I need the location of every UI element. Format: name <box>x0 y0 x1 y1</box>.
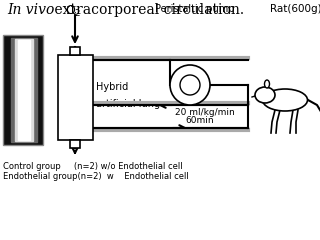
Text: In vivo extracorporeal circulation.: In vivo extracorporeal circulation. <box>7 3 249 17</box>
Text: 60min: 60min <box>185 116 214 125</box>
Bar <box>11 38 37 142</box>
Circle shape <box>180 75 200 95</box>
Bar <box>3 35 43 145</box>
Bar <box>18 40 30 140</box>
Text: Hybrid: Hybrid <box>96 82 128 92</box>
Circle shape <box>170 65 210 105</box>
Text: artificial lung: artificial lung <box>96 99 160 109</box>
Ellipse shape <box>265 80 269 88</box>
Bar <box>70 140 80 148</box>
Text: Peristaltic pump: Peristaltic pump <box>155 4 235 14</box>
Ellipse shape <box>255 87 275 103</box>
Bar <box>58 55 93 140</box>
Text: In vivo: In vivo <box>7 3 54 17</box>
Bar <box>15 39 33 141</box>
Text: extracorporeal circulation.: extracorporeal circulation. <box>50 3 244 17</box>
Text: Rat(600g): Rat(600g) <box>270 4 320 14</box>
Text: Endothelial group(n=2)  w    Endothelial cell: Endothelial group(n=2) w Endothelial cel… <box>3 172 189 181</box>
Ellipse shape <box>262 89 308 111</box>
Text: 20 ml/kg/min: 20 ml/kg/min <box>175 108 235 117</box>
Text: O$_2$: O$_2$ <box>65 4 82 19</box>
Text: Control group     (n=2) w/o Endothelial cell: Control group (n=2) w/o Endothelial cell <box>3 162 183 171</box>
Bar <box>70 47 80 55</box>
